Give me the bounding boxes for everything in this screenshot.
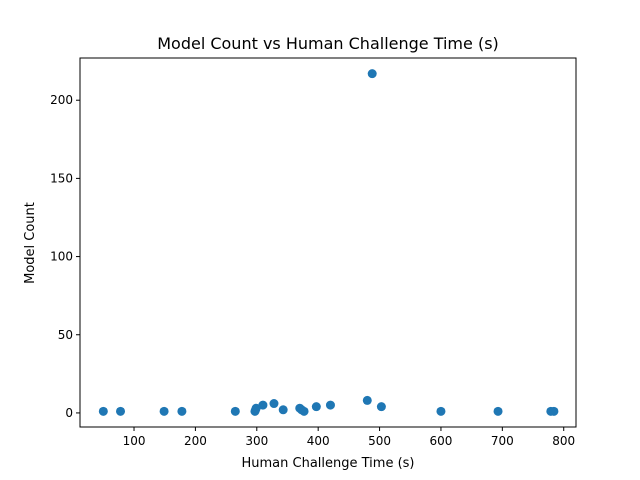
data-point (299, 406, 309, 416)
plot-area (79, 57, 577, 428)
data-point (159, 406, 169, 416)
y-tick-label: 100 (50, 250, 73, 264)
x-tick-label: 200 (184, 434, 207, 448)
y-axis-label: Model Count (23, 202, 38, 284)
data-point (177, 406, 187, 416)
data-point (116, 406, 126, 416)
data-point (325, 400, 335, 410)
y-tick-label: 200 (50, 93, 73, 107)
plot-frame (79, 57, 577, 428)
x-tick-label: 700 (491, 434, 514, 448)
data-point (230, 406, 240, 416)
data-point (269, 399, 279, 409)
data-point (362, 395, 372, 405)
y-tick-label: 0 (65, 406, 73, 420)
data-points (98, 69, 559, 416)
data-point (251, 403, 261, 413)
data-point (549, 406, 559, 416)
y-tick-label: 50 (58, 328, 73, 342)
data-point (258, 400, 268, 410)
x-tick-label: 600 (429, 434, 452, 448)
x-tick-label: 400 (307, 434, 330, 448)
data-point (278, 405, 288, 415)
x-tick-label: 300 (245, 434, 268, 448)
data-point (493, 406, 503, 416)
chart-title: Model Count vs Human Challenge Time (s) (157, 34, 499, 53)
x-axis: 100 200 300 400 500 600 700 800 (123, 427, 575, 448)
data-point (376, 402, 386, 412)
y-axis: 0 50 100 150 200 (50, 93, 80, 420)
data-point (98, 406, 108, 416)
x-tick-label: 500 (368, 434, 391, 448)
data-point (436, 406, 446, 416)
data-point (311, 402, 321, 412)
y-tick-label: 150 (50, 171, 73, 185)
x-axis-label: Human Challenge Time (s) (241, 456, 414, 471)
x-tick-label: 800 (552, 434, 575, 448)
x-tick-label: 100 (123, 434, 146, 448)
data-point (367, 69, 377, 79)
